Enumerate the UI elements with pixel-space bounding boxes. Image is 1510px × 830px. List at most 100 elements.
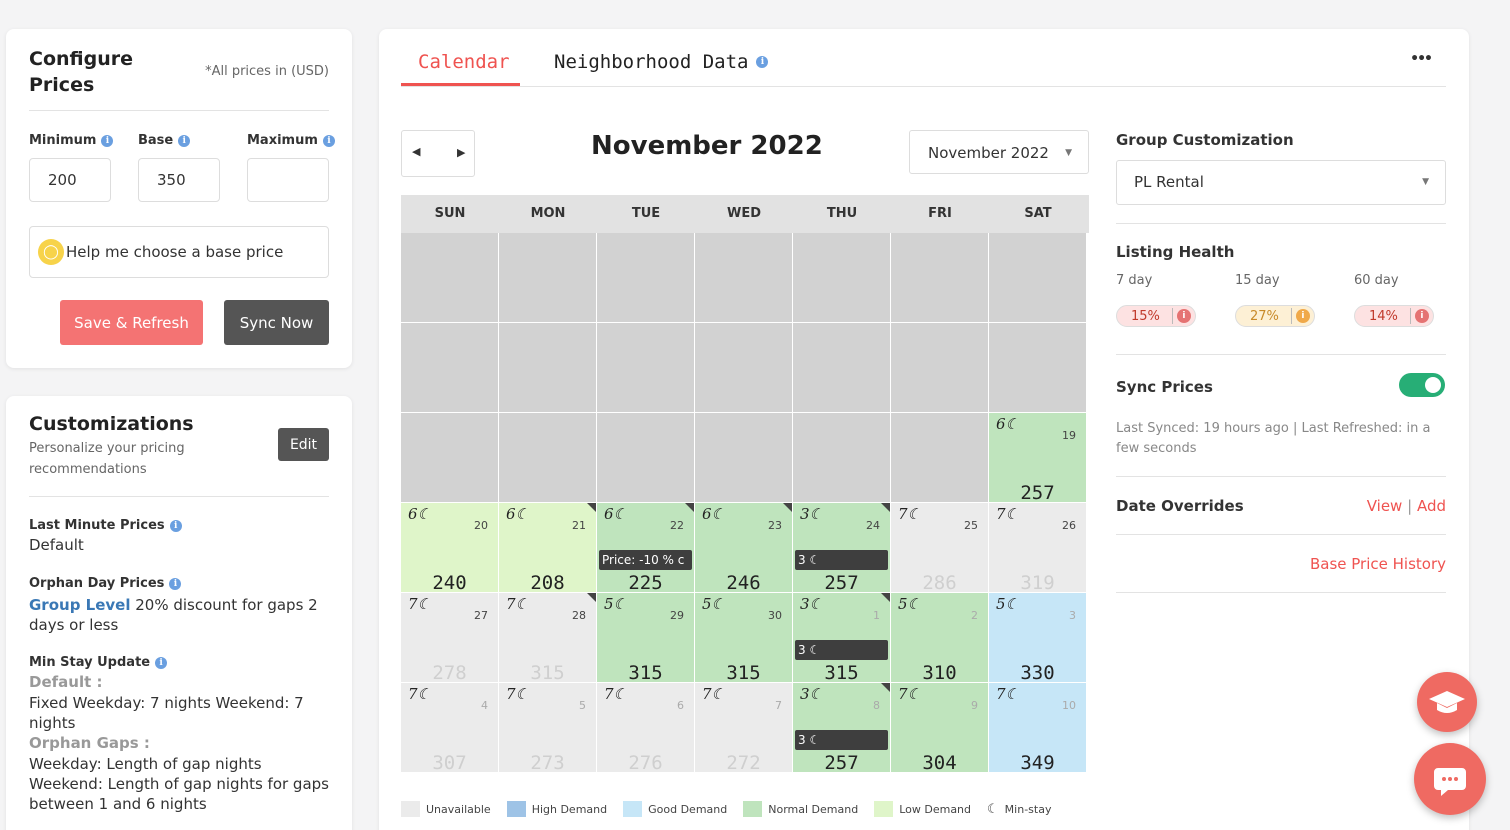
legend-label: Unavailable (426, 802, 491, 816)
calendar-day-cell[interactable]: 7☾ 25 286 (891, 503, 989, 593)
info-icon[interactable]: i (322, 134, 335, 147)
calendar-day-cell[interactable]: 5☾ 29 315 (597, 593, 695, 683)
calendar-empty-cell (597, 323, 695, 413)
day-price: 315 (628, 662, 663, 683)
info-icon[interactable]: i (155, 656, 168, 669)
date-overrides-label: Date Overrides (1116, 497, 1244, 515)
chat-button[interactable] (1414, 743, 1486, 815)
sync-prices-toggle[interactable] (1399, 373, 1445, 397)
next-month-icon[interactable]: ▶ (457, 146, 466, 159)
min-stay-badge: 5☾ (702, 595, 725, 613)
info-icon[interactable]: i (1414, 309, 1429, 323)
legend-swatch (743, 801, 763, 817)
calendar-empty-cell (695, 233, 793, 323)
tab-neighborhood-label: Neighborhood Data (554, 51, 749, 73)
tutorial-button[interactable] (1417, 672, 1477, 732)
calendar-day-cell[interactable]: 7☾ 9 304 (891, 683, 989, 773)
sync-status: Last Synced: 19 hours ago | Last Refresh… (1116, 421, 1431, 456)
calendar-empty-cell (989, 323, 1087, 413)
info-icon[interactable]: i (178, 134, 191, 147)
calendar-day-cell[interactable]: 3☾ 1 3 ☾ 315 (793, 593, 891, 683)
day-number: 5 (579, 699, 586, 712)
minimum-price-input[interactable]: 200 (29, 158, 111, 202)
calendar-day-cell[interactable]: 6☾ 19 257 (989, 413, 1087, 503)
calendar-empty-cell (401, 323, 499, 413)
calendar-empty-cell (793, 233, 891, 323)
help-base-price-button[interactable]: ◯ Help me choose a base price (29, 226, 329, 278)
info-icon[interactable]: i (1176, 309, 1191, 323)
view-overrides-link[interactable]: View (1366, 497, 1403, 515)
day-price: 286 (922, 572, 957, 593)
info-icon[interactable]: i (169, 577, 182, 590)
day-price: 307 (432, 752, 467, 773)
min-stay-default-label: Default : (29, 673, 103, 691)
month-title: November 2022 (591, 131, 823, 161)
calendar-day-cell[interactable]: 6☾ 23 246 (695, 503, 793, 593)
calendar-day-cell[interactable]: 5☾ 3 330 (989, 593, 1087, 683)
day-number: 23 (768, 519, 782, 532)
info-icon[interactable]: i (169, 519, 182, 532)
legend-label: Min-stay (1004, 802, 1052, 816)
currency-note: *All prices in (USD) (205, 64, 329, 79)
info-icon[interactable]: i (101, 134, 114, 147)
calendar-day-cell[interactable]: 6☾ 22 Price: -10 % c 225 (597, 503, 695, 593)
help-button-label: Help me choose a base price (66, 243, 284, 261)
override-marker (587, 593, 596, 602)
calendar-day-cell[interactable]: 3☾ 24 3 ☾ 257 (793, 503, 891, 593)
calendar-day-cell[interactable]: 7☾ 28 315 (499, 593, 597, 683)
month-select[interactable]: November 2022 ▼ (909, 130, 1089, 174)
edit-button[interactable]: Edit (278, 428, 329, 461)
tab-neighborhood-data[interactable]: Neighborhood Data i (554, 51, 769, 73)
day-price: 304 (922, 752, 957, 773)
base-price-input[interactable]: 350 (138, 158, 220, 202)
info-icon[interactable]: i (756, 56, 769, 68)
add-override-link[interactable]: Add (1416, 497, 1446, 515)
day-number: 22 (670, 519, 684, 532)
calendar-day-cell[interactable]: 7☾ 4 307 (401, 683, 499, 773)
health-period-7: 7 day (1116, 273, 1153, 288)
health-period-60: 60 day (1354, 273, 1399, 288)
override-tag: Price: -10 % c (599, 550, 692, 570)
day-price: 276 (628, 752, 663, 773)
day-number: 19 (1062, 429, 1076, 442)
legend-item-minstay: ☾ Min-stay (987, 802, 1051, 817)
legend-swatch (506, 801, 526, 817)
calendar-day-cell[interactable]: 3☾ 8 3 ☾ 257 (793, 683, 891, 773)
calendar-day-cell[interactable]: 7☾ 6 276 (597, 683, 695, 773)
more-options-icon[interactable]: ••• (1410, 51, 1433, 67)
calendar-day-cell[interactable]: 7☾ 7 272 (695, 683, 793, 773)
orphan-value-text: 20% discount for gaps 2 days or less (29, 596, 318, 634)
calendar-day-cell[interactable]: 6☾ 21 208 (499, 503, 597, 593)
base-price-history-link[interactable]: Base Price History (1309, 555, 1446, 573)
chevron-down-icon: ▼ (1422, 177, 1429, 187)
calendar-day-cell[interactable]: 7☾ 10 349 (989, 683, 1087, 773)
configure-prices-card: Configure Prices *All prices in (USD) Mi… (6, 29, 352, 368)
save-refresh-button[interactable]: Save & Refresh (60, 300, 203, 345)
legend-swatch (623, 801, 643, 817)
calendar-day-cell[interactable]: 6☾ 20 240 (401, 503, 499, 593)
day-number: 21 (572, 519, 586, 532)
prev-month-icon[interactable]: ◀ (412, 145, 421, 158)
info-icon[interactable]: i (1295, 309, 1310, 323)
day-number: 26 (1062, 519, 1076, 532)
group-select[interactable]: PL Rental ▼ (1116, 160, 1446, 205)
month-nav: ◀ ▶ (401, 130, 475, 177)
min-stay-badge: 7☾ (408, 685, 431, 703)
legend-item: Good Demand (623, 801, 727, 817)
calendar-day-cell[interactable]: 5☾ 30 315 (695, 593, 793, 683)
calendar-day-cell[interactable]: 5☾ 2 310 (891, 593, 989, 683)
day-price: 272 (726, 752, 761, 773)
sync-now-button[interactable]: Sync Now (224, 300, 329, 345)
maximum-price-input[interactable] (247, 158, 329, 202)
tab-calendar[interactable]: Calendar (418, 51, 510, 73)
calendar-day-cell[interactable]: 7☾ 5 273 (499, 683, 597, 773)
day-price: 315 (530, 662, 565, 683)
override-marker (685, 503, 694, 512)
tabs-divider (401, 86, 1446, 87)
day-price: 349 (1020, 752, 1055, 773)
min-stay-badge: 6☾ (506, 505, 529, 523)
calendar-day-cell[interactable]: 7☾ 27 278 (401, 593, 499, 683)
calendar-day-cell[interactable]: 7☾ 26 319 (989, 503, 1087, 593)
divider (1116, 223, 1446, 224)
